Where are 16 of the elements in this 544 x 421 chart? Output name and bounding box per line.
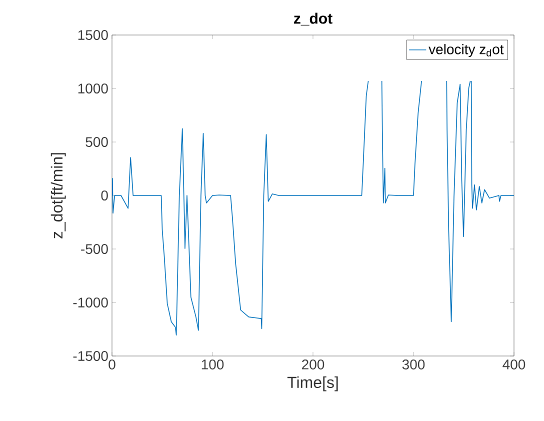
legend-label: velocity z$_{d}$ot bbox=[428, 44, 504, 58]
x-tick-label: 100 bbox=[202, 360, 224, 370]
y-axis-title: z_dot[ft/min] bbox=[50, 153, 66, 238]
y-tick-label: 1500 bbox=[78, 30, 108, 40]
x-tick-label: 0 bbox=[108, 360, 116, 370]
y-tick-label: -500 bbox=[81, 244, 108, 254]
y-tick-label: 1000 bbox=[78, 84, 108, 94]
y-tick-label: 0 bbox=[101, 190, 108, 200]
y-tick-label: -1000 bbox=[73, 298, 108, 308]
x-axis-title: Time[s] bbox=[287, 376, 338, 392]
x-tick-label: 200 bbox=[302, 360, 324, 370]
chart-title: z_dot bbox=[294, 12, 332, 26]
y-tick-label: -1500 bbox=[73, 351, 108, 361]
y-tick-label: 500 bbox=[86, 137, 108, 147]
x-tick-label: 300 bbox=[402, 360, 425, 370]
x-tick-label: 400 bbox=[502, 360, 526, 370]
